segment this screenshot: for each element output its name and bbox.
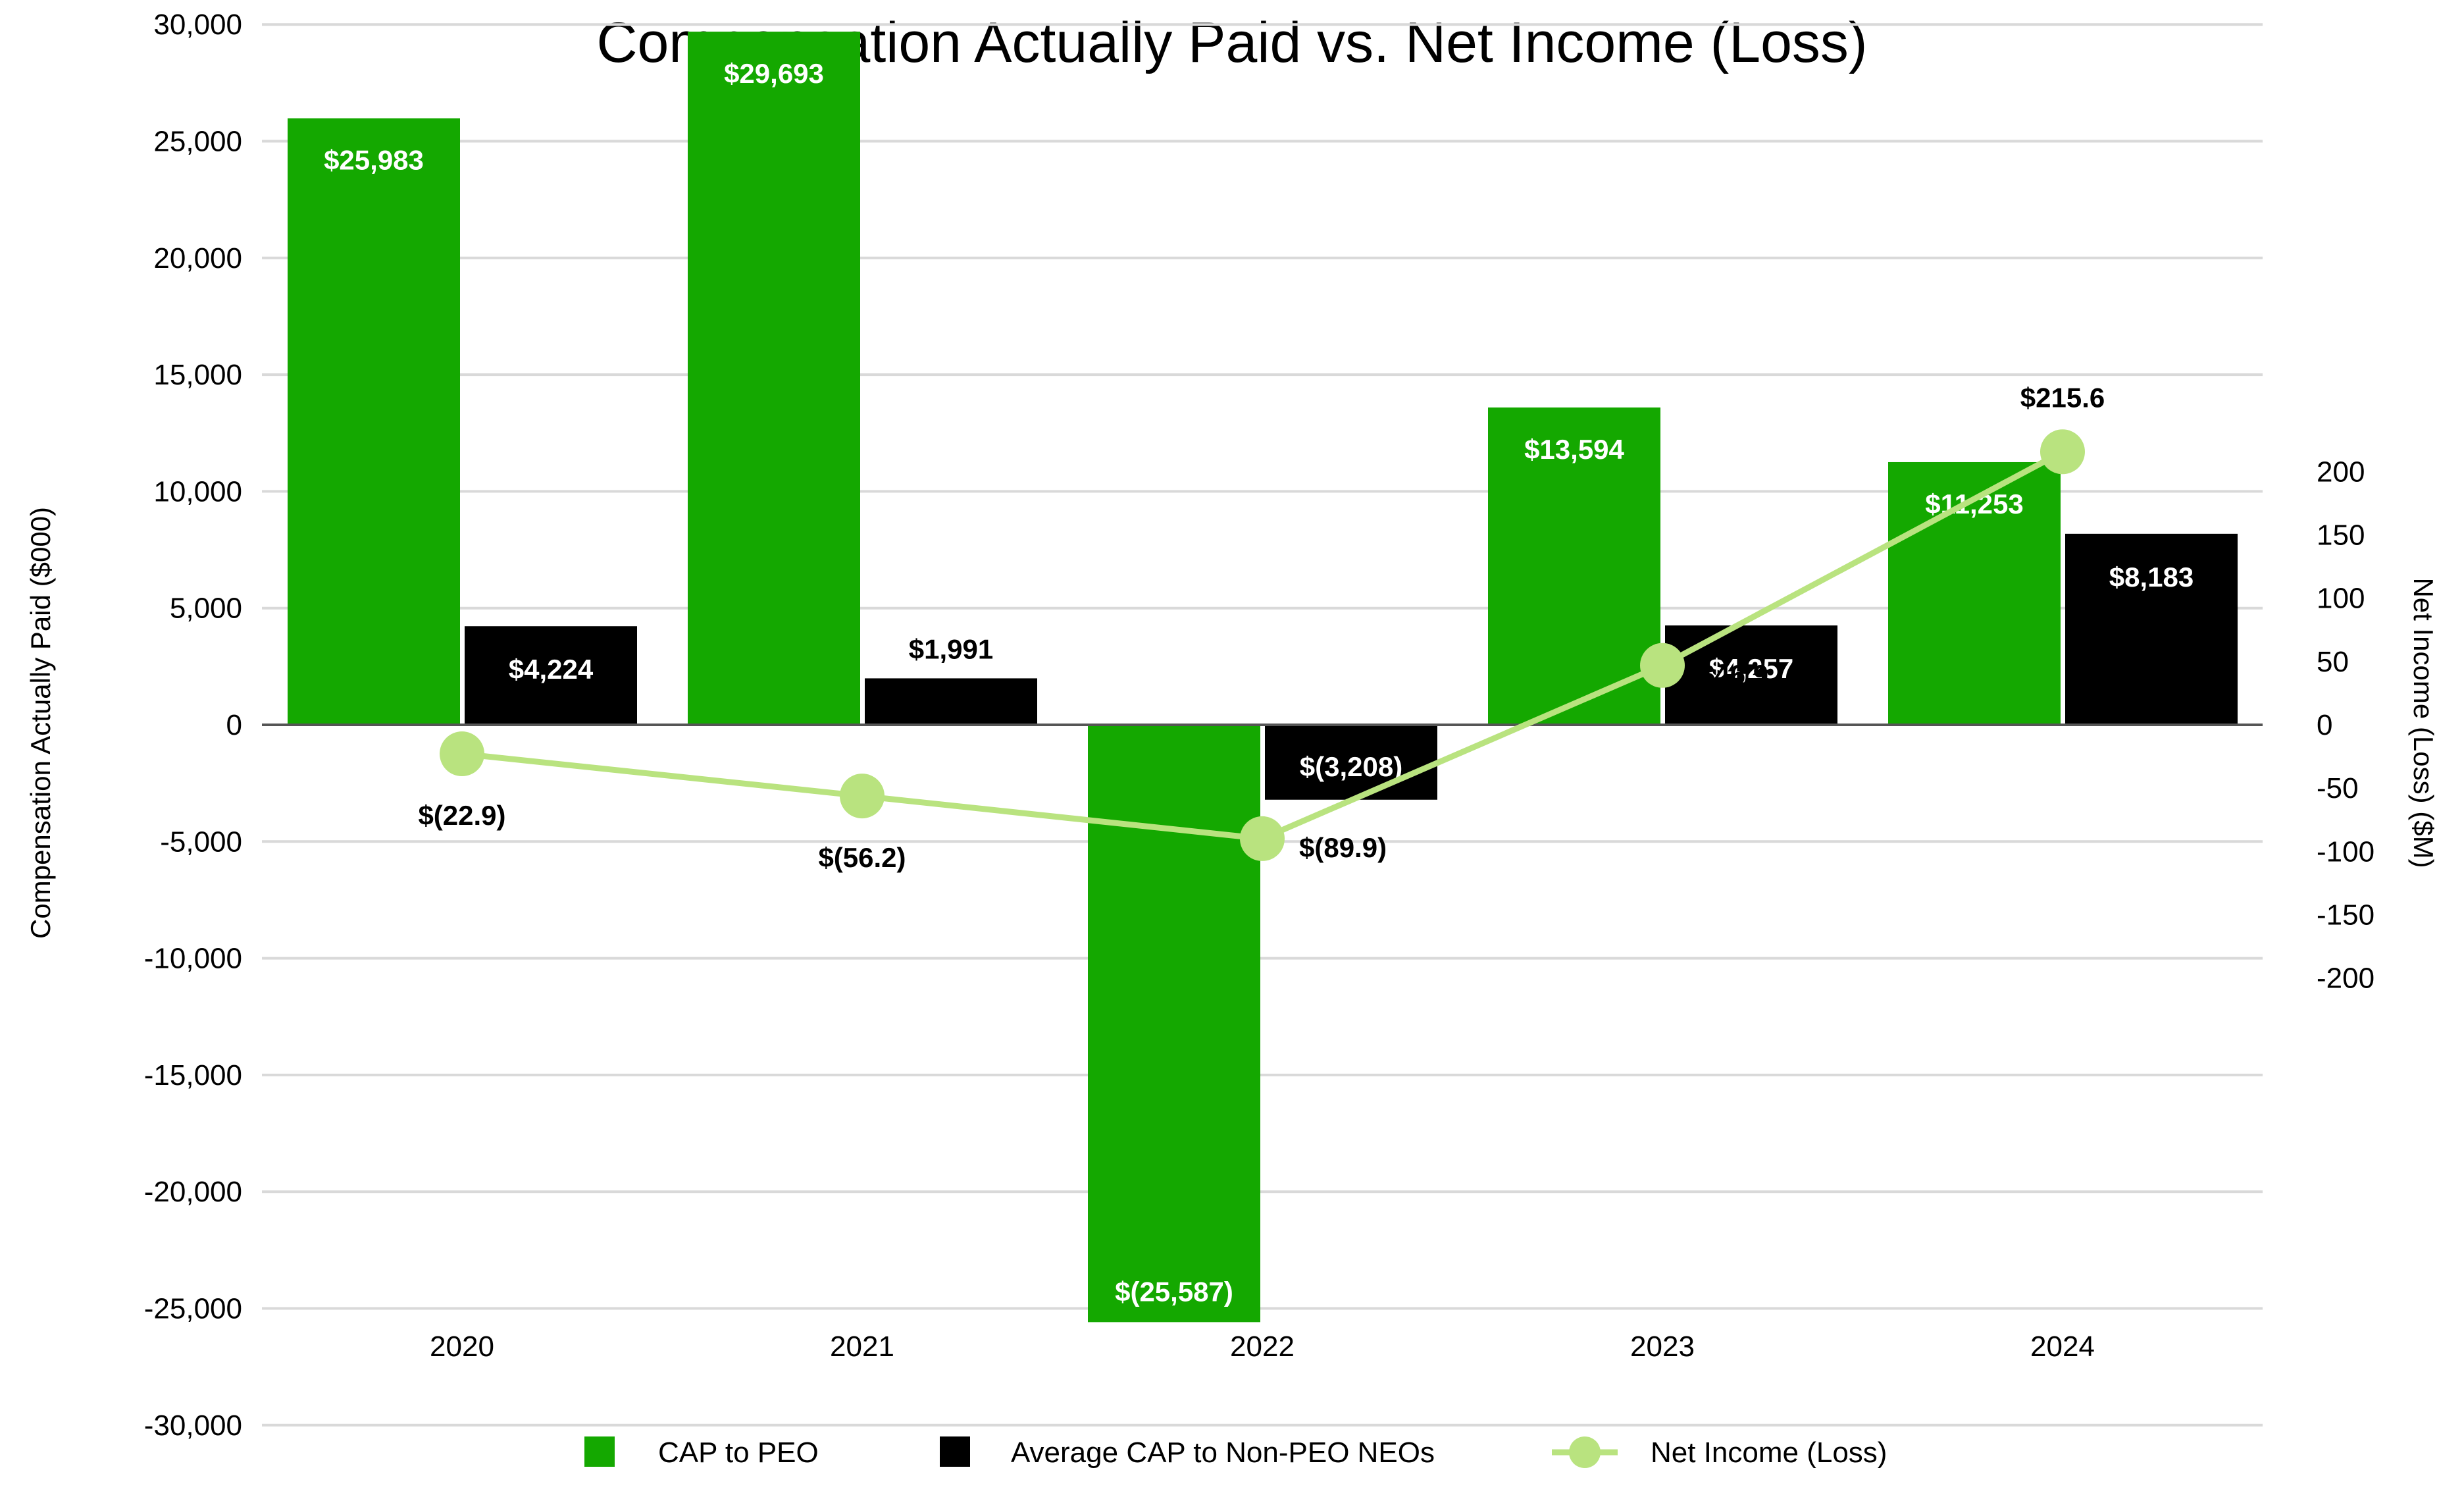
- bar-label-average-cap-non-peo: $4,224: [509, 654, 594, 685]
- y2-tick-label: -100: [2317, 835, 2374, 868]
- y2-tick-label: -50: [2317, 772, 2359, 804]
- y-tick-label: -25,000: [144, 1293, 242, 1325]
- y2-tick-label: 100: [2317, 583, 2365, 615]
- y-tick-label: 30,000: [153, 9, 242, 41]
- bar-label-average-cap-non-peo: $(3,208): [1300, 751, 1402, 782]
- point-net-income: [440, 731, 484, 777]
- legend-label-average-cap-non-peo: Average CAP to Non-PEO NEOs: [1011, 1436, 1435, 1469]
- y-tick-label: -10,000: [144, 943, 242, 975]
- point-net-income: [840, 774, 885, 819]
- y-tick-label: 25,000: [153, 126, 242, 158]
- legend-swatch-cap-to-peo: [584, 1436, 615, 1467]
- bar-average-cap-non-peo: [865, 678, 1037, 725]
- point-label-net-income: $(22.9): [418, 800, 505, 831]
- y-tick-label: -30,000: [144, 1409, 242, 1442]
- x-tick-label: 2021: [830, 1330, 894, 1363]
- point-label-net-income: $(89.9): [1299, 832, 1387, 863]
- bar-label-average-cap-non-peo: $4,257: [1709, 653, 1793, 684]
- bar-label-cap-to-peo: $13,594: [1524, 434, 1624, 465]
- x-tick-label: 2020: [430, 1330, 494, 1363]
- y2-axis-title: Net Income (Loss) ($M): [2408, 577, 2439, 868]
- legend-swatch-average-cap-non-peo: [940, 1436, 970, 1467]
- y2-tick-label: -200: [2317, 962, 2374, 995]
- x-tick-label: 2024: [2030, 1330, 2095, 1363]
- legend-marker-net-income: [1569, 1436, 1601, 1468]
- y-tick-label: 5,000: [170, 592, 242, 625]
- y2-tick-label: -150: [2317, 899, 2374, 932]
- bar-label-cap-to-peo: $29,693: [724, 58, 824, 89]
- y-tick-label: -15,000: [144, 1059, 242, 1092]
- bar-average-cap-non-peo: [1665, 625, 1837, 725]
- x-tick-label: 2023: [1630, 1330, 1695, 1363]
- bar-cap-to-peo: [288, 118, 460, 725]
- legend-label-cap-to-peo: CAP to PEO: [658, 1436, 819, 1469]
- legend-label-net-income: Net Income (Loss): [1651, 1436, 1887, 1469]
- bar-label-average-cap-non-peo: $1,991: [909, 633, 993, 664]
- y-tick-label: 10,000: [153, 475, 242, 508]
- y2-tick-label: 200: [2317, 456, 2365, 488]
- bar-label-cap-to-peo: $(25,587): [1115, 1276, 1233, 1307]
- bar-average-cap-non-peo: [1265, 725, 1437, 800]
- y2-tick-label: 50: [2317, 646, 2349, 678]
- bar-cap-to-peo: [1088, 725, 1260, 1323]
- point-label-net-income: $46.9: [1699, 659, 1768, 690]
- bar-average-cap-non-peo: [465, 626, 637, 725]
- y2-tick-label: 150: [2317, 519, 2365, 551]
- bar-label-average-cap-non-peo: $8,183: [2109, 562, 2194, 592]
- bar-cap-to-peo: [1888, 461, 2061, 725]
- y-tick-label: 15,000: [153, 359, 242, 391]
- point-net-income: [1640, 643, 1685, 688]
- y2-tick-label: 0: [2317, 709, 2332, 741]
- bar-cap-to-peo: [1488, 407, 1660, 725]
- point-net-income: [2040, 429, 2085, 475]
- bar-average-cap-non-peo: [2065, 533, 2238, 725]
- y-tick-label: 0: [226, 709, 242, 741]
- y-tick-label: 20,000: [153, 242, 242, 275]
- point-label-net-income: $(56.2): [818, 842, 906, 873]
- y-axis-title: Compensation Actually Paid ($000): [25, 507, 56, 939]
- bar-cap-to-peo: [688, 32, 860, 725]
- x-tick-label: 2022: [1230, 1330, 1295, 1363]
- bar-label-cap-to-peo: $25,983: [324, 145, 424, 176]
- y-tick-label: -5,000: [160, 826, 242, 858]
- point-net-income: [1240, 816, 1285, 861]
- point-label-net-income: $215.6: [2020, 382, 2105, 413]
- y-tick-label: -20,000: [144, 1176, 242, 1208]
